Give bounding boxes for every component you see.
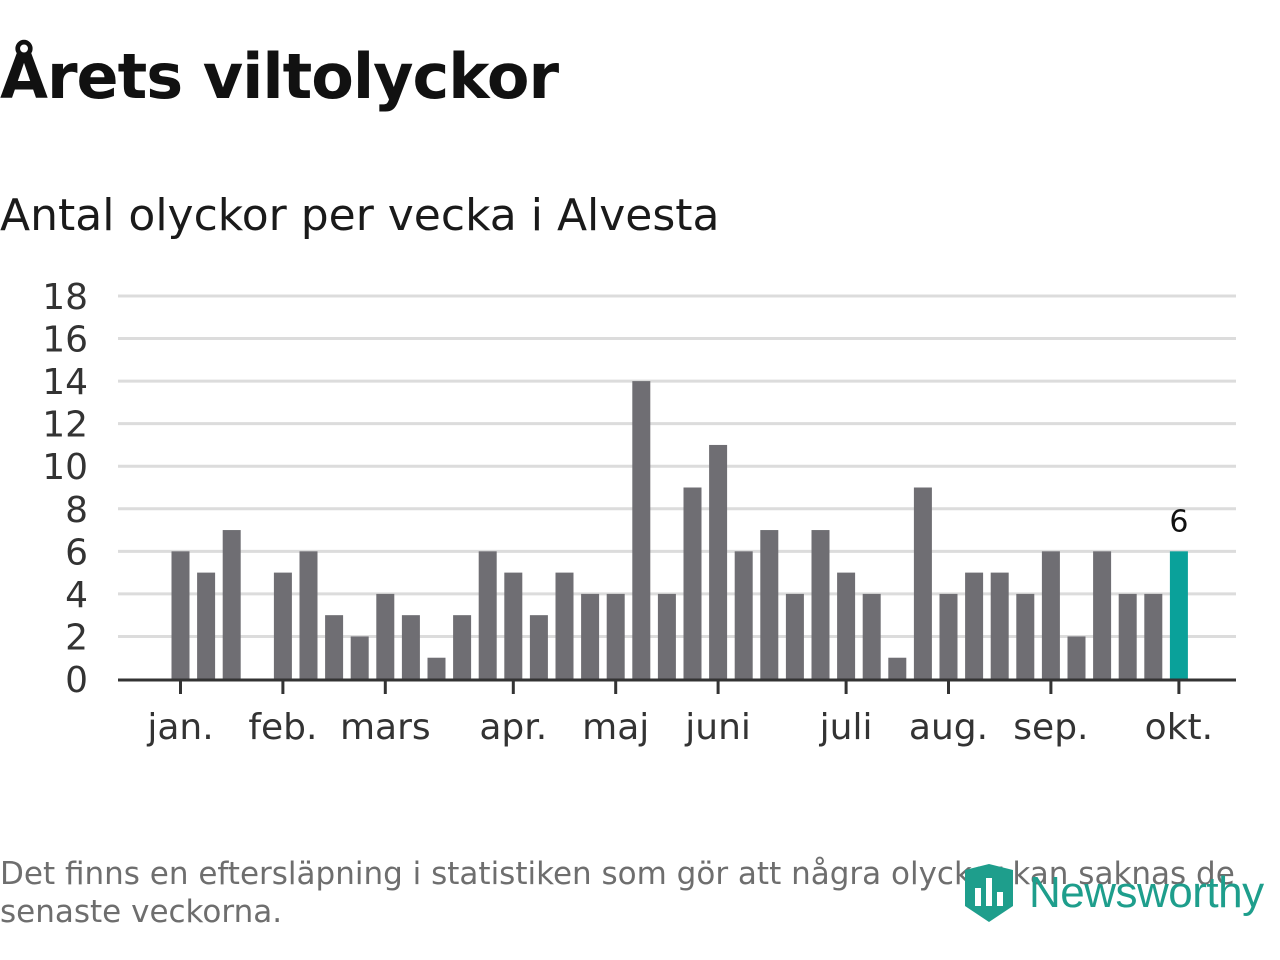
bar xyxy=(862,593,881,679)
bar xyxy=(1144,593,1163,679)
bar xyxy=(350,636,369,679)
bar xyxy=(632,381,651,679)
y-tick-label: 18 xyxy=(42,277,88,318)
chart-subtitle: Antal olyckor per vecka i Alvesta xyxy=(0,190,720,241)
bar xyxy=(453,615,472,679)
bar-highlight xyxy=(1169,551,1188,679)
data-labels: 6 xyxy=(1169,504,1188,539)
y-tick-label: 8 xyxy=(65,490,88,531)
bar xyxy=(1067,636,1086,679)
x-axis-ticks: jan. feb. mars apr. maj juni juli aug. sep. okt. xyxy=(146,680,1213,748)
bar xyxy=(965,572,984,679)
bar xyxy=(273,572,292,679)
bar xyxy=(555,572,574,679)
x-tick-label: mars xyxy=(340,707,431,748)
y-tick-label: 16 xyxy=(42,320,88,361)
x-tick-label: aug. xyxy=(909,707,988,748)
bar xyxy=(222,530,241,679)
bar xyxy=(478,551,497,679)
bar xyxy=(837,572,856,679)
bar xyxy=(401,615,420,679)
bar xyxy=(299,551,318,679)
bar xyxy=(657,593,676,679)
footnote: Det finns en eftersläpning i statistiken… xyxy=(0,856,1235,930)
y-tick-label: 14 xyxy=(42,362,88,403)
bar xyxy=(734,551,753,679)
y-tick-label: 0 xyxy=(65,660,88,701)
bar xyxy=(1016,593,1035,679)
bar xyxy=(785,593,804,679)
brand-logo: Newsworthy xyxy=(963,862,1264,924)
bar xyxy=(913,487,932,679)
bar xyxy=(1093,551,1112,679)
bar xyxy=(709,444,728,679)
bar xyxy=(606,593,625,679)
chart-title: Årets viltolyckor xyxy=(0,40,559,113)
y-tick-label: 2 xyxy=(65,617,88,658)
bar xyxy=(939,593,958,679)
brand-name: Newsworthy xyxy=(1029,868,1264,917)
x-tick-label: juli xyxy=(819,707,873,748)
bar xyxy=(529,615,548,679)
x-tick-label: okt. xyxy=(1145,707,1213,748)
x-tick-label: apr. xyxy=(479,707,547,748)
bar xyxy=(1041,551,1060,679)
newsworthy-logo-icon xyxy=(965,864,1013,922)
data-label: 6 xyxy=(1169,504,1188,539)
bar xyxy=(427,657,446,679)
bar xyxy=(683,487,702,679)
x-tick-label: sep. xyxy=(1013,707,1088,748)
y-tick-label: 12 xyxy=(42,405,88,446)
bar xyxy=(1118,593,1137,679)
x-tick-label: juni xyxy=(684,707,751,748)
y-tick-label: 10 xyxy=(42,447,88,488)
bars xyxy=(171,381,1188,679)
bar xyxy=(197,572,216,679)
y-tick-label: 6 xyxy=(65,532,88,573)
bar xyxy=(990,572,1009,679)
x-tick-label: maj xyxy=(582,707,649,748)
bar xyxy=(811,530,830,679)
y-tick-label: 4 xyxy=(65,575,88,616)
x-tick-label: feb. xyxy=(248,707,317,748)
bar xyxy=(581,593,600,679)
bar xyxy=(325,615,344,679)
x-tick-label: jan. xyxy=(146,707,213,748)
bar xyxy=(376,593,395,679)
bar xyxy=(760,530,779,679)
bar xyxy=(888,657,907,679)
bar xyxy=(171,551,190,679)
bar xyxy=(504,572,523,679)
